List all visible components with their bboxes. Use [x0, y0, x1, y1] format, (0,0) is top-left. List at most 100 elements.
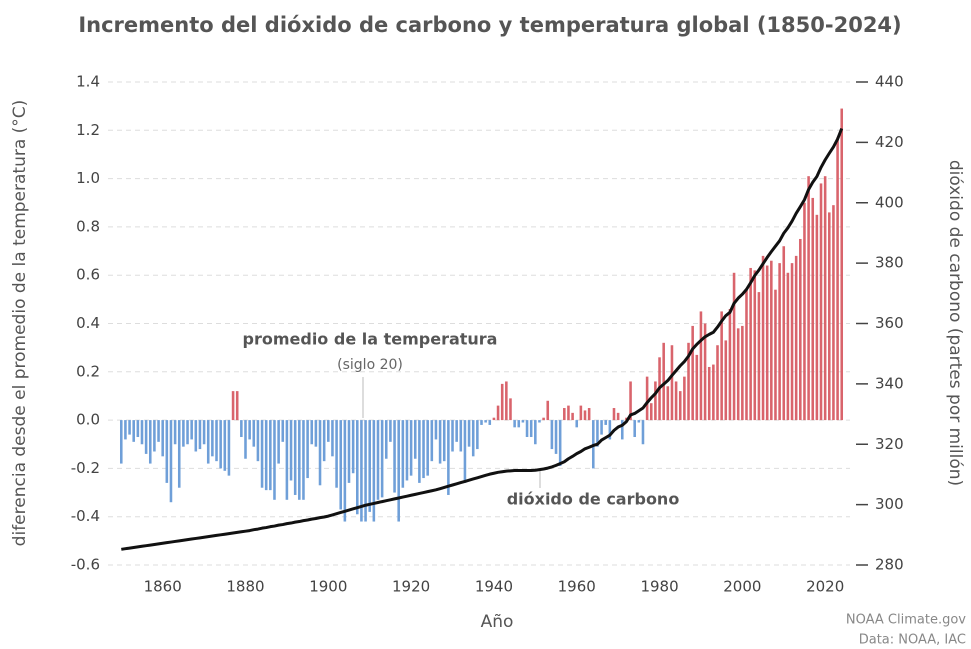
bar: [211, 420, 214, 457]
bar: [438, 420, 442, 464]
bar: [579, 405, 583, 421]
bar: [194, 420, 198, 452]
y-tick-label: 0.0: [76, 411, 100, 429]
bar: [252, 420, 256, 447]
bar: [645, 376, 649, 421]
bar: [620, 420, 624, 440]
bar: [807, 176, 810, 421]
bar: [364, 420, 367, 522]
bar: [840, 108, 844, 421]
bar: [716, 345, 719, 421]
annotation: promedio de la temperatura: [243, 330, 498, 349]
bar: [546, 400, 550, 421]
bar: [389, 420, 392, 442]
bar: [169, 420, 173, 503]
bar: [401, 420, 405, 488]
bar: [343, 420, 347, 522]
bar: [476, 420, 479, 450]
x-tick-label: 1940: [475, 578, 513, 596]
bar: [529, 420, 533, 438]
bar: [803, 202, 806, 421]
bar: [749, 267, 752, 421]
bar: [575, 420, 579, 428]
y2-axis-label: dióxido de carbono (partes por millón): [945, 160, 965, 486]
bar: [616, 412, 620, 421]
bar: [488, 420, 492, 425]
bar: [413, 420, 417, 459]
bar: [463, 420, 467, 483]
bar: [563, 408, 566, 421]
bar: [182, 420, 185, 447]
bar: [372, 420, 376, 522]
bar: [678, 391, 682, 421]
bar: [484, 420, 487, 423]
bar: [459, 420, 463, 452]
bar: [215, 420, 218, 462]
bar: [596, 420, 599, 447]
bar: [612, 408, 616, 421]
bar: [380, 420, 384, 498]
y-tick-label: 1.4: [76, 73, 100, 91]
bar: [273, 420, 276, 500]
bar: [666, 386, 670, 421]
bar: [177, 420, 181, 488]
bar: [231, 391, 235, 421]
bar: [608, 420, 612, 440]
bar: [140, 420, 144, 445]
y-tick-label: -0.6: [71, 556, 100, 574]
bar: [770, 260, 773, 421]
bar: [157, 420, 160, 442]
y2-tick-label: 320: [875, 435, 904, 453]
bar: [451, 420, 454, 452]
source: NOAA Climate.gov: [846, 613, 966, 628]
bar: [331, 420, 334, 457]
bar: [724, 340, 728, 421]
bar: [289, 420, 293, 481]
bar: [360, 420, 363, 522]
bar: [256, 420, 260, 462]
bar: [161, 420, 164, 457]
bar: [227, 420, 231, 476]
y-tick-label: 0.4: [76, 314, 100, 332]
bar: [517, 420, 521, 428]
bar: [219, 420, 222, 469]
bar: [186, 420, 189, 445]
bar: [753, 270, 757, 421]
bar: [173, 420, 177, 445]
bar: [538, 420, 541, 423]
bar: [327, 420, 330, 442]
bar: [119, 420, 123, 464]
bar: [426, 420, 429, 476]
bar: [422, 420, 425, 479]
bar: [703, 323, 707, 421]
bar: [654, 381, 657, 421]
bar: [351, 420, 355, 474]
co2-line: [121, 127, 844, 551]
bar: [356, 420, 359, 515]
bar: [405, 420, 409, 481]
y2-tick-label: 340: [875, 374, 904, 392]
bar: [819, 183, 823, 421]
bar: [198, 420, 202, 450]
bar: [674, 381, 678, 421]
y-tick-label: 0.6: [76, 266, 100, 284]
bar: [248, 420, 251, 440]
bar: [244, 420, 247, 459]
bar: [687, 342, 690, 421]
bar: [347, 420, 351, 483]
bar: [165, 420, 169, 483]
bar: [492, 417, 496, 421]
bar: [285, 420, 289, 500]
bar: [202, 420, 206, 445]
bar: [447, 420, 450, 495]
bar: [310, 420, 314, 445]
bar: [720, 311, 723, 421]
bar: [240, 420, 243, 438]
bar: [741, 325, 744, 421]
bar: [190, 420, 193, 440]
annotation: (siglo 20): [337, 357, 403, 373]
bar: [736, 328, 740, 421]
bar: [587, 408, 591, 421]
bar: [223, 420, 227, 471]
